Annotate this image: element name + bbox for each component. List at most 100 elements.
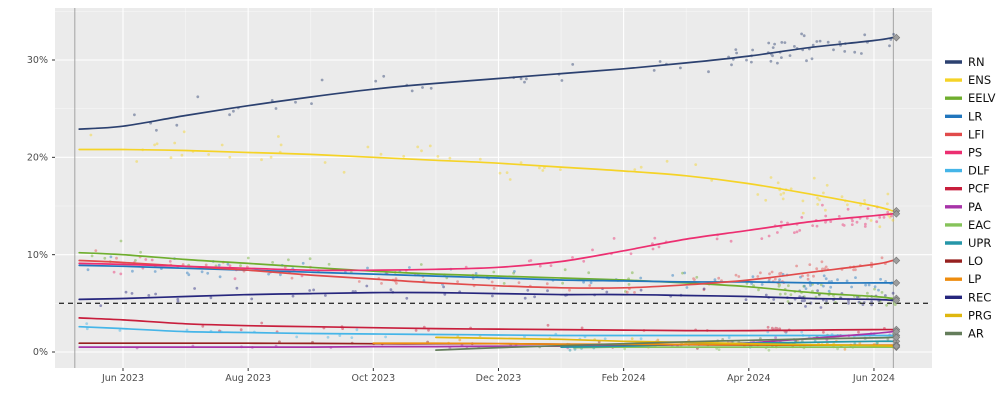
axes: Jun 2023 Aug 2023 Oct 2023 Dec 2023 Feb 2024… xyxy=(27,55,895,384)
trend-lines xyxy=(78,36,894,351)
poll-point xyxy=(878,225,882,229)
poll-point xyxy=(226,262,230,266)
poll-point xyxy=(864,222,867,226)
poll-point xyxy=(153,270,157,273)
legend-label: ENS xyxy=(968,73,991,87)
poll-point xyxy=(124,290,128,294)
poll-point xyxy=(228,113,232,117)
poll-point xyxy=(832,48,835,52)
result-diamond-PRG xyxy=(892,342,901,350)
poll-point xyxy=(841,223,845,227)
poll-point xyxy=(144,258,148,261)
poll-point xyxy=(603,337,607,341)
poll-point xyxy=(394,277,398,280)
result-diamond-REC xyxy=(892,296,901,305)
poll-point xyxy=(89,133,93,137)
poll-point xyxy=(873,285,877,289)
poll-point xyxy=(193,287,197,290)
poll-point xyxy=(109,255,113,259)
poll-point xyxy=(458,338,462,342)
series-line-EAC xyxy=(572,346,894,349)
poll-point xyxy=(291,294,295,298)
poll-point xyxy=(119,272,123,276)
poll-point xyxy=(893,303,897,306)
poll-point xyxy=(312,288,315,292)
scatter-ENS xyxy=(89,130,898,229)
poll-point xyxy=(770,270,774,274)
poll-point xyxy=(867,283,871,287)
poll-point xyxy=(734,48,738,51)
poll-point xyxy=(713,278,717,282)
poll-point xyxy=(176,297,180,301)
event-lines xyxy=(74,8,894,368)
poll-point xyxy=(327,262,331,266)
poll-point xyxy=(443,293,447,296)
legend-item-UPR: UPR xyxy=(945,236,991,250)
poll-point xyxy=(85,327,89,331)
series-line-REC xyxy=(78,291,894,302)
poll-point xyxy=(851,219,854,223)
legend-item-EAC: EAC xyxy=(945,218,991,232)
poll-point xyxy=(817,293,821,297)
poll-point xyxy=(804,287,808,290)
poll-point xyxy=(405,296,409,300)
series-line-RN xyxy=(78,36,894,130)
poll-point xyxy=(355,328,359,332)
poll-point xyxy=(365,284,369,288)
poll-point xyxy=(780,41,784,44)
plot-area xyxy=(55,8,932,368)
poll-point xyxy=(777,283,781,286)
poll-point xyxy=(180,153,184,157)
legend-item-PA: PA xyxy=(945,200,982,214)
poll-point xyxy=(99,304,103,307)
poll-point xyxy=(799,275,802,279)
poll-point xyxy=(671,274,675,277)
poll-point xyxy=(295,335,299,339)
poll-point xyxy=(652,69,656,72)
result-diamond-LFI xyxy=(892,256,901,265)
poll-point xyxy=(512,271,515,275)
poll-point xyxy=(271,261,274,264)
poll-point xyxy=(757,288,760,292)
poll-point xyxy=(884,294,887,297)
poll-point xyxy=(290,276,294,280)
poll-point xyxy=(533,295,536,299)
y-tick-label: 20% xyxy=(27,153,48,164)
series-line-PCF xyxy=(78,317,894,332)
poll-point xyxy=(90,254,94,258)
poll-point xyxy=(771,46,775,49)
poll-point xyxy=(769,176,773,179)
poll-point xyxy=(866,291,869,295)
poll-point xyxy=(549,264,553,267)
poll-point xyxy=(181,263,185,266)
poll-point xyxy=(527,259,531,263)
poll-point xyxy=(681,271,684,275)
poll-point xyxy=(287,258,290,262)
poll-point xyxy=(379,152,383,156)
poll-point xyxy=(809,284,812,287)
poll-point xyxy=(818,39,822,43)
poll-point xyxy=(824,208,827,212)
poll-point xyxy=(776,181,780,185)
poll-point xyxy=(788,54,792,57)
poll-point xyxy=(786,300,790,303)
poll-point xyxy=(820,260,824,264)
poll-point xyxy=(830,280,833,283)
poll-point xyxy=(545,282,549,286)
poll-point xyxy=(843,347,847,351)
poll-point xyxy=(605,290,609,294)
major-gridlines xyxy=(55,8,932,368)
legend-label: PS xyxy=(968,146,982,160)
result-markers xyxy=(892,33,901,351)
poll-point xyxy=(801,274,804,278)
poll-point xyxy=(419,263,423,266)
poll-point xyxy=(777,284,781,288)
poll-point xyxy=(692,277,695,280)
poll-point xyxy=(625,290,629,294)
poll-point xyxy=(764,293,768,297)
poll-point xyxy=(858,341,862,345)
series-line-LR xyxy=(78,264,894,284)
poll-point xyxy=(727,336,731,340)
legend-label: PCF xyxy=(968,182,990,196)
